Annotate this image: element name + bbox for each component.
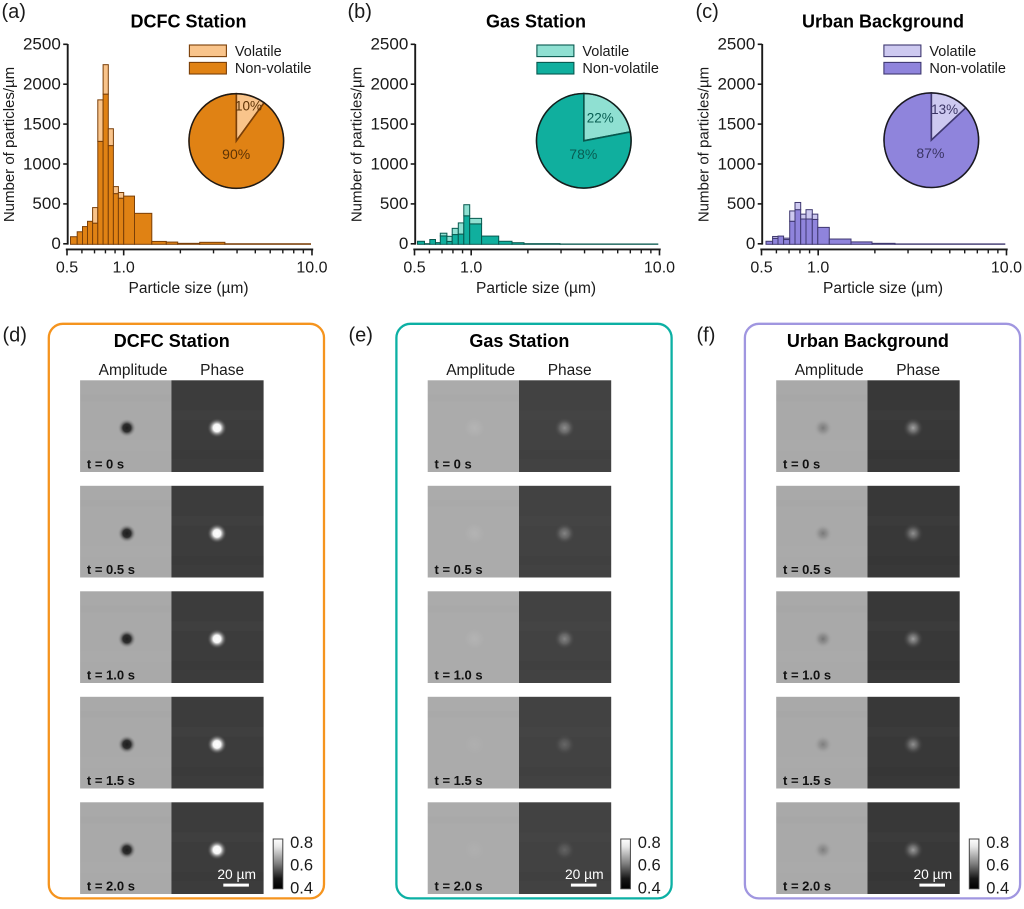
- svg-text:Phase: Phase: [896, 362, 940, 379]
- svg-text:(e): (e): [349, 325, 373, 347]
- svg-text:90%: 90%: [222, 146, 250, 162]
- svg-text:0.8: 0.8: [638, 834, 661, 852]
- svg-text:Number of particles/µm: Number of particles/µm: [696, 67, 713, 222]
- svg-text:t = 1.5 s: t = 1.5 s: [435, 773, 483, 788]
- svg-text:1.0: 1.0: [113, 260, 135, 277]
- svg-text:2500: 2500: [23, 35, 61, 54]
- svg-text:0: 0: [399, 234, 408, 253]
- svg-text:500: 500: [380, 194, 408, 213]
- svg-text:Urban Background: Urban Background: [787, 331, 949, 351]
- svg-text:1000: 1000: [23, 154, 61, 173]
- svg-text:Phase: Phase: [548, 362, 592, 379]
- svg-text:t = 0.5 s: t = 0.5 s: [783, 562, 831, 577]
- svg-text:(d): (d): [3, 325, 27, 347]
- svg-text:Amplitude: Amplitude: [99, 362, 168, 379]
- svg-text:(f): (f): [697, 325, 716, 347]
- svg-text:1000: 1000: [370, 154, 408, 173]
- svg-text:Volatile: Volatile: [235, 44, 282, 60]
- svg-text:DCFC Station: DCFC Station: [131, 12, 247, 32]
- svg-text:0.5: 0.5: [750, 260, 772, 277]
- svg-text:20 µm: 20 µm: [913, 867, 952, 882]
- svg-text:1.0: 1.0: [460, 260, 482, 277]
- svg-text:t = 1.5 s: t = 1.5 s: [87, 773, 135, 788]
- svg-text:(c): (c): [696, 1, 719, 23]
- svg-text:10.0: 10.0: [991, 260, 1022, 277]
- svg-text:0.4: 0.4: [638, 879, 661, 897]
- svg-text:Number of particles/µm: Number of particles/µm: [1, 67, 18, 222]
- svg-text:Volatile: Volatile: [929, 44, 976, 60]
- svg-text:Non-volatile: Non-volatile: [582, 61, 659, 77]
- svg-text:Particle size (µm): Particle size (µm): [128, 280, 248, 297]
- svg-text:0: 0: [51, 234, 60, 253]
- svg-text:Volatile: Volatile: [582, 44, 629, 60]
- svg-text:t = 0 s: t = 0 s: [783, 457, 820, 472]
- svg-text:0.5: 0.5: [56, 260, 78, 277]
- svg-text:0.6: 0.6: [986, 857, 1009, 875]
- svg-text:20 µm: 20 µm: [565, 867, 604, 882]
- svg-text:Urban Background: Urban Background: [802, 12, 964, 32]
- svg-text:t = 0 s: t = 0 s: [435, 457, 472, 472]
- svg-text:Particle size (µm): Particle size (µm): [823, 280, 943, 297]
- svg-text:t = 0 s: t = 0 s: [87, 457, 124, 472]
- svg-text:t = 0.5 s: t = 0.5 s: [435, 562, 483, 577]
- svg-text:DCFC Station: DCFC Station: [114, 331, 230, 351]
- svg-text:t = 1.0 s: t = 1.0 s: [87, 668, 135, 683]
- svg-text:0.6: 0.6: [638, 857, 661, 875]
- svg-text:1.0: 1.0: [807, 260, 829, 277]
- svg-text:(a): (a): [2, 1, 26, 23]
- svg-text:500: 500: [727, 194, 755, 213]
- svg-text:22%: 22%: [587, 111, 614, 126]
- svg-text:Particle size (µm): Particle size (µm): [476, 280, 596, 297]
- svg-text:2000: 2000: [717, 75, 755, 94]
- svg-text:87%: 87%: [916, 145, 944, 161]
- svg-text:0.4: 0.4: [290, 879, 313, 897]
- svg-text:1500: 1500: [717, 114, 755, 133]
- svg-text:Gas Station: Gas Station: [486, 12, 586, 32]
- svg-text:1500: 1500: [370, 114, 408, 133]
- svg-text:Number of particles/µm: Number of particles/µm: [349, 67, 366, 222]
- svg-text:Amplitude: Amplitude: [446, 362, 515, 379]
- svg-text:78%: 78%: [569, 146, 597, 162]
- svg-text:Non-volatile: Non-volatile: [929, 61, 1006, 77]
- svg-text:t = 2.0 s: t = 2.0 s: [783, 879, 831, 894]
- svg-text:2000: 2000: [370, 75, 408, 94]
- svg-text:10%: 10%: [235, 99, 262, 114]
- svg-text:0.8: 0.8: [290, 834, 313, 852]
- svg-text:0.6: 0.6: [290, 857, 313, 875]
- svg-text:Gas Station: Gas Station: [469, 331, 569, 351]
- svg-text:1500: 1500: [23, 114, 61, 133]
- svg-text:2500: 2500: [370, 35, 408, 54]
- svg-text:t = 2.0 s: t = 2.0 s: [435, 879, 483, 894]
- svg-text:t = 1.0 s: t = 1.0 s: [783, 668, 831, 683]
- svg-text:0: 0: [746, 234, 755, 253]
- svg-text:500: 500: [32, 194, 60, 213]
- svg-text:0.8: 0.8: [986, 834, 1009, 852]
- svg-text:10.0: 10.0: [296, 260, 327, 277]
- svg-text:2000: 2000: [23, 75, 61, 94]
- svg-text:t = 1.5 s: t = 1.5 s: [783, 773, 831, 788]
- svg-text:1000: 1000: [717, 154, 755, 173]
- svg-text:Phase: Phase: [200, 362, 244, 379]
- svg-text:Amplitude: Amplitude: [795, 362, 864, 379]
- svg-text:10.0: 10.0: [644, 260, 675, 277]
- svg-text:(b): (b): [348, 1, 372, 23]
- svg-text:Non-volatile: Non-volatile: [235, 61, 312, 77]
- svg-text:t = 1.0 s: t = 1.0 s: [435, 668, 483, 683]
- svg-text:13%: 13%: [931, 102, 958, 117]
- svg-text:2500: 2500: [717, 35, 755, 54]
- svg-text:20 µm: 20 µm: [217, 867, 256, 882]
- svg-text:t = 2.0 s: t = 2.0 s: [87, 879, 135, 894]
- svg-text:t = 0.5 s: t = 0.5 s: [87, 562, 135, 577]
- svg-text:0.4: 0.4: [986, 879, 1009, 897]
- svg-text:0.5: 0.5: [403, 260, 425, 277]
